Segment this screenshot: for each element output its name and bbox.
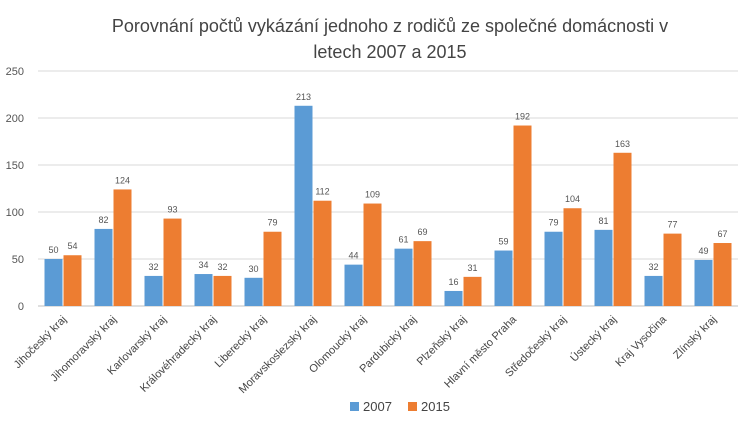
bar-2007 [544, 231, 563, 306]
x-tick-label: Plzeňský kraj [415, 314, 469, 368]
data-label-2015: 67 [717, 229, 727, 239]
bar-2015 [413, 241, 432, 306]
bar-2007 [694, 259, 713, 306]
data-label-2007: 44 [348, 251, 358, 261]
data-label-2007: 59 [498, 237, 508, 247]
bar-2007 [194, 274, 213, 306]
data-label-2015: 54 [67, 241, 77, 251]
data-label-2015: 192 [515, 112, 530, 122]
data-label-2015: 104 [565, 194, 580, 204]
bar-2015 [563, 208, 582, 306]
bar-2007 [244, 277, 263, 306]
chart-title: Porovnání počtů vykázání jednoho z rodič… [112, 16, 668, 62]
x-tick-label: Kraj Vysočina [613, 313, 669, 369]
legend-item-2007: 2007 [350, 399, 392, 414]
legend-swatch [408, 402, 417, 411]
legend-label: 2007 [363, 399, 392, 414]
data-label-2007: 82 [98, 215, 108, 225]
data-label-2007: 16 [448, 277, 458, 287]
bars [44, 105, 732, 307]
data-label-2015: 31 [467, 263, 477, 273]
x-tick-label: Liberecký kraj [213, 314, 269, 370]
y-tick-label: 100 [6, 207, 24, 219]
data-label-2015: 163 [615, 139, 630, 149]
bar-2015 [263, 231, 282, 306]
y-tick-label: 200 [6, 113, 24, 125]
data-label-2007: 30 [248, 264, 258, 274]
bar-2007 [44, 259, 63, 306]
chart-title-line-2: letech 2007 a 2015 [313, 42, 466, 62]
data-label-2015: 69 [417, 227, 427, 237]
data-label-2007: 61 [398, 235, 408, 245]
y-tick-label: 150 [6, 160, 24, 172]
data-label-2007: 50 [48, 245, 58, 255]
bar-2015 [313, 200, 332, 306]
bar-2007 [294, 105, 313, 306]
data-label-2007: 34 [198, 260, 208, 270]
bar-2007 [594, 229, 613, 306]
data-label-2015: 79 [267, 218, 277, 228]
x-tick-label: Zlínský kraj [671, 314, 719, 362]
data-label-2007: 81 [598, 216, 608, 226]
legend-item-2015: 2015 [408, 399, 450, 414]
bar-2015 [163, 218, 182, 306]
legend: 2007 2015 [350, 399, 450, 414]
y-tick-label: 50 [12, 254, 24, 266]
bar-2015 [613, 152, 632, 306]
data-label-2015: 77 [667, 220, 677, 230]
y-axis-ticks: 0 50 100 150 200 250 [6, 66, 24, 313]
data-label-2015: 124 [115, 175, 130, 185]
data-label-2007: 32 [648, 262, 658, 272]
legend-swatch [350, 402, 359, 411]
data-label-2007: 79 [548, 218, 558, 228]
bar-2015 [663, 233, 682, 306]
data-label-2015: 32 [217, 262, 227, 272]
data-label-2007: 32 [148, 262, 158, 272]
bar-2007 [344, 264, 363, 306]
bar-2015 [63, 255, 82, 306]
y-tick-label: 250 [6, 66, 24, 78]
bar-2015 [113, 189, 132, 306]
bar-2007 [444, 290, 463, 306]
y-tick-label: 0 [18, 301, 24, 313]
data-label-2007: 213 [296, 92, 311, 102]
bar-2007 [494, 250, 513, 306]
bar-2015 [513, 125, 532, 307]
data-label-2007: 49 [698, 246, 708, 256]
bar-2007 [144, 275, 163, 306]
bar-2015 [213, 275, 232, 306]
x-tick-label: Ústecký kraj [568, 313, 620, 365]
data-label-2015: 109 [365, 190, 380, 200]
bar-2015 [363, 203, 382, 306]
bar-2007 [394, 248, 413, 306]
bar-2015 [713, 243, 732, 306]
chart-title-line-1: Porovnání počtů vykázání jednoho z rodič… [112, 16, 668, 36]
bar-2007 [94, 228, 113, 306]
legend-label: 2015 [421, 399, 450, 414]
bar-2007 [644, 275, 663, 306]
data-label-2015: 93 [167, 205, 177, 215]
gridlines [38, 70, 738, 307]
bar-2015 [463, 276, 482, 306]
data-label-2015: 112 [315, 187, 329, 197]
